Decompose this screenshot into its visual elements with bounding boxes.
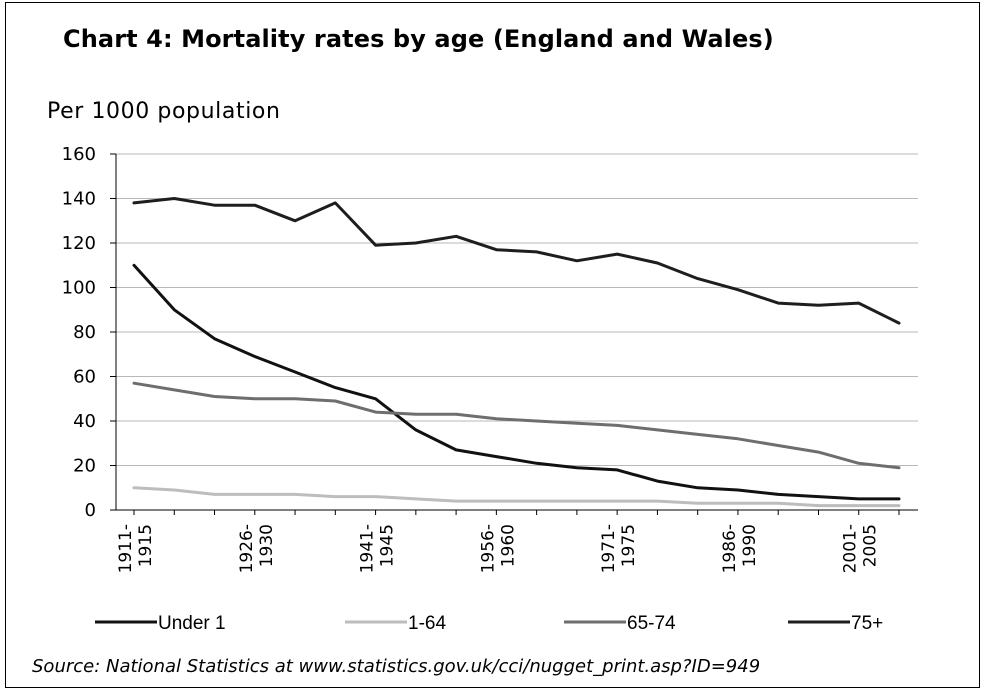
y-tick-label: 120	[62, 233, 96, 254]
series-line-65-74	[132, 381, 901, 470]
x-tick-label: 1941-	[358, 524, 378, 573]
x-tick-label: 1930	[257, 524, 277, 567]
x-tick-label: 1986-	[720, 524, 740, 573]
series-line-Under 1	[132, 263, 901, 501]
x-tick-label: 1960	[498, 524, 518, 567]
y-tick-label: 140	[62, 189, 96, 210]
x-tick-label: 1990	[740, 524, 760, 567]
axes: 0 20 40 60 80 100 120 140 160 1911- 1915 1926- 1930 1…	[62, 144, 918, 573]
series-line-1-64	[132, 486, 901, 508]
series-lines	[132, 197, 901, 508]
x-tick-label: 1975	[619, 524, 639, 567]
series-line-75+	[132, 197, 901, 325]
y-tick-label: 40	[73, 411, 96, 432]
x-tick-label: 1971-	[599, 524, 619, 573]
source-note: Source: National Statistics at www.stati…	[32, 656, 761, 677]
y-tick-label: 20	[73, 456, 96, 477]
x-tick-label: 1915	[136, 524, 156, 567]
chart-frame	[5, 2, 980, 688]
legend-label: 1-64	[408, 613, 446, 634]
x-tick-label: 1945	[378, 524, 398, 567]
y-axis-label: Per 1000 population	[47, 99, 281, 124]
gridlines	[116, 153, 918, 466]
x-tick-label: 2001-	[841, 524, 861, 573]
legend: Under 1 1-64 65-74 75+	[95, 613, 883, 634]
y-tick-label: 160	[62, 144, 96, 165]
x-tick-label: 1911-	[116, 524, 136, 573]
y-tick-label: 80	[73, 322, 96, 343]
legend-label: 65-74	[627, 613, 676, 634]
x-tick-label: 2005	[861, 524, 881, 567]
x-tick-label: 1956-	[478, 524, 498, 573]
y-tick-label: 100	[62, 278, 96, 299]
y-tick-label: 60	[73, 367, 96, 388]
legend-label: Under 1	[158, 613, 226, 634]
legend-label: 75+	[851, 613, 883, 634]
chart-title: Chart 4: Mortality rates by age (England…	[63, 25, 774, 53]
x-tick-label: 1926-	[237, 524, 257, 573]
y-tick-label: 0	[85, 500, 96, 521]
